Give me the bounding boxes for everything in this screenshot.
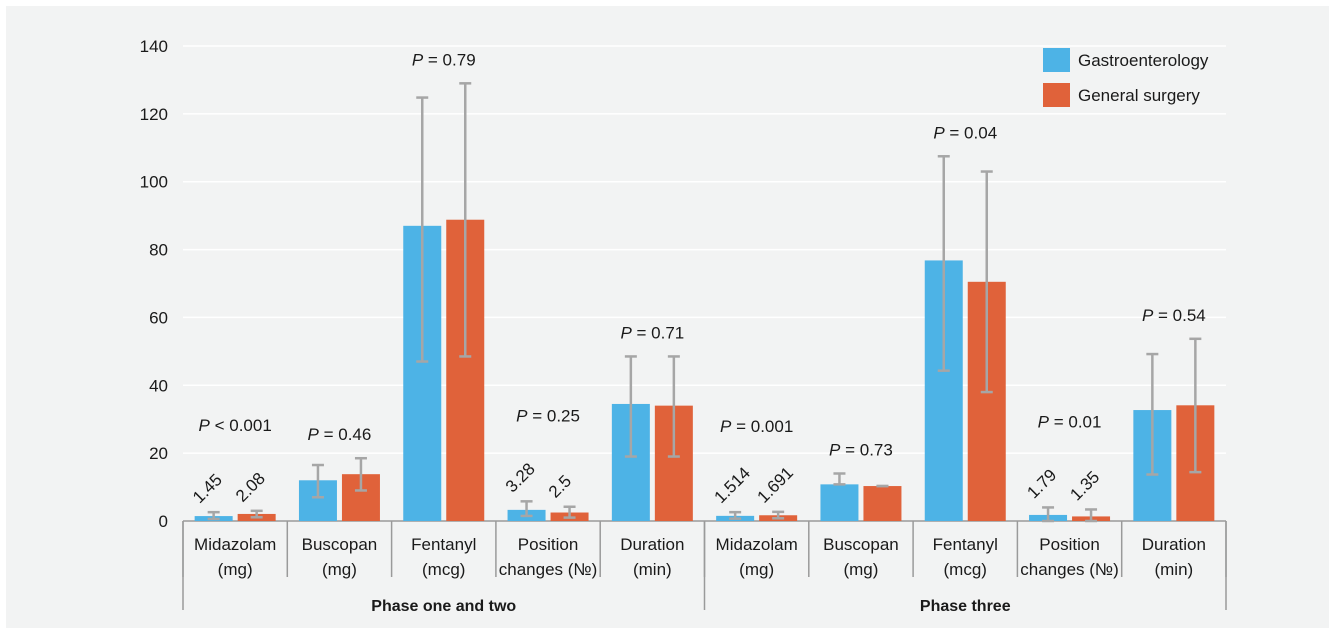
group-label: Phase three: [920, 598, 1011, 615]
category-label: (min): [633, 560, 672, 579]
category-label: (mg): [218, 560, 253, 579]
category-label: (min): [1154, 560, 1193, 579]
category-label: Position: [518, 535, 578, 554]
category-label: Position: [1039, 535, 1099, 554]
legend: Gastroenterology General surgery: [1043, 48, 1209, 107]
category-label: Midazolam: [716, 535, 798, 554]
y-tick-label: 80: [149, 241, 168, 260]
category-label: Buscopan: [302, 535, 378, 554]
error-bars-layer: [207, 82, 1202, 523]
y-tick-label: 60: [149, 308, 168, 327]
y-tick-label: 140: [140, 37, 168, 56]
legend-swatch: [1043, 83, 1070, 107]
data-label: 1.691: [754, 463, 798, 507]
bars-layer: [194, 219, 1215, 522]
category-label: Fentanyl: [411, 535, 476, 554]
y-tick-label: 40: [149, 376, 168, 395]
p-value-label: P = 0.46: [308, 425, 372, 444]
category-label: (mcg): [944, 560, 987, 579]
data-label: 1.514: [711, 463, 755, 507]
data-label: 3.28: [502, 459, 539, 496]
p-value-label: P = 0.73: [829, 441, 893, 460]
p-value-label: P = 0.25: [516, 406, 580, 425]
p-value-label: P < 0.001: [199, 416, 272, 435]
category-label: Duration: [1142, 535, 1206, 554]
p-value-label: P = 0.54: [1142, 306, 1206, 325]
p-value-label: P = 0.001: [720, 417, 793, 436]
p-value-label: P = 0.71: [620, 323, 684, 342]
data-label: 1.45: [189, 470, 226, 507]
bar-general-surgery: [863, 486, 902, 521]
category-label: changes (№): [499, 560, 598, 579]
y-tick-label: 100: [140, 173, 168, 192]
category-label: Buscopan: [823, 535, 899, 554]
data-label: 1.35: [1066, 467, 1103, 504]
legend-label: Gastroenterology: [1078, 51, 1209, 70]
category-label: (mg): [843, 560, 878, 579]
p-value-label: P = 0.04: [933, 123, 997, 142]
category-label: Midazolam: [194, 535, 276, 554]
y-tick-label: 20: [149, 444, 168, 463]
category-label: (mg): [322, 560, 357, 579]
category-label: (mg): [739, 560, 774, 579]
y-tick-label: 0: [159, 512, 168, 531]
category-label: changes (№): [1020, 560, 1119, 579]
data-label: 2.5: [545, 471, 575, 501]
legend-label: General surgery: [1078, 86, 1200, 105]
category-label: Fentanyl: [933, 535, 998, 554]
category-label: Duration: [620, 535, 684, 554]
data-label: 1.79: [1023, 465, 1060, 502]
grid-layer: [183, 45, 1226, 454]
p-value-label: P = 0.79: [412, 50, 476, 69]
legend-swatch: [1043, 48, 1070, 72]
group-label: Phase one and two: [371, 598, 516, 615]
bar-gastroenterology: [820, 484, 859, 521]
labels-layer: Midazolam (mg) P < 0.001 1.45 2.08 Buscopan (m…: [189, 50, 1206, 579]
p-value-label: P = 0.01: [1038, 412, 1102, 431]
category-label: (mcg): [422, 560, 465, 579]
y-tick-label: 120: [140, 105, 168, 124]
data-label: 2.08: [232, 469, 269, 506]
